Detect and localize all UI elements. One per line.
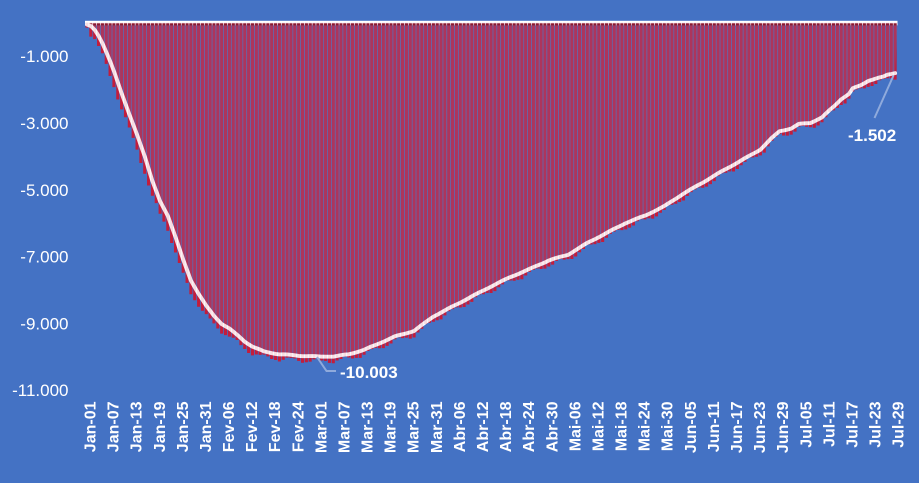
svg-text:Jul-05: Jul-05 xyxy=(798,401,815,447)
svg-text:Jun-11: Jun-11 xyxy=(706,401,723,452)
svg-text:Mai-18: Mai-18 xyxy=(614,401,631,451)
svg-text:-7.000: -7.000 xyxy=(20,248,68,267)
svg-text:Abr-18: Abr-18 xyxy=(498,401,515,452)
svg-text:Fev-18: Fev-18 xyxy=(267,401,284,452)
svg-text:Abr-30: Abr-30 xyxy=(544,401,561,452)
svg-text:Mar-01: Mar-01 xyxy=(313,401,330,453)
svg-text:-11.000: -11.000 xyxy=(12,381,68,400)
svg-text:Jun-05: Jun-05 xyxy=(683,401,700,453)
svg-text:Mai-24: Mai-24 xyxy=(637,401,654,451)
svg-text:Mar-31: Mar-31 xyxy=(429,401,446,453)
svg-text:Jan-25: Jan-25 xyxy=(175,401,192,452)
svg-text:Jun-17: Jun-17 xyxy=(729,401,746,453)
svg-text:Jul-29: Jul-29 xyxy=(891,401,908,447)
svg-text:Jun-23: Jun-23 xyxy=(752,401,769,453)
svg-text:Fev-12: Fev-12 xyxy=(244,401,261,452)
svg-text:Abr-06: Abr-06 xyxy=(452,401,469,452)
svg-text:Mar-19: Mar-19 xyxy=(383,401,400,453)
svg-text:Fev-06: Fev-06 xyxy=(221,401,238,452)
svg-text:Mar-13: Mar-13 xyxy=(360,401,377,453)
svg-text:-1.502: -1.502 xyxy=(848,126,896,145)
svg-text:Jul-17: Jul-17 xyxy=(844,401,861,447)
svg-text:Jan-13: Jan-13 xyxy=(129,401,146,452)
svg-text:-1.000: -1.000 xyxy=(20,47,68,66)
svg-text:Jul-11: Jul-11 xyxy=(821,401,838,446)
svg-text:Jan-19: Jan-19 xyxy=(152,401,169,452)
svg-text:-3.000: -3.000 xyxy=(20,114,68,133)
svg-text:Mai-30: Mai-30 xyxy=(660,401,677,451)
svg-text:Abr-12: Abr-12 xyxy=(475,401,492,452)
svg-text:Jan-01: Jan-01 xyxy=(83,401,100,452)
svg-text:Abr-24: Abr-24 xyxy=(521,401,538,452)
svg-text:Fev-24: Fev-24 xyxy=(290,401,307,452)
svg-text:Mai-12: Mai-12 xyxy=(590,401,607,451)
svg-text:-9.000: -9.000 xyxy=(20,314,68,333)
svg-text:Jan-31: Jan-31 xyxy=(198,401,215,452)
svg-text:Jun-29: Jun-29 xyxy=(775,401,792,453)
svg-text:Mar-25: Mar-25 xyxy=(406,401,423,453)
svg-text:-10.003: -10.003 xyxy=(340,363,398,382)
svg-text:Mar-07: Mar-07 xyxy=(336,401,353,453)
svg-text:-5.000: -5.000 xyxy=(20,181,68,200)
svg-text:Mai-06: Mai-06 xyxy=(567,401,584,451)
svg-text:Jul-23: Jul-23 xyxy=(868,401,885,447)
svg-text:Jan-07: Jan-07 xyxy=(106,401,123,452)
